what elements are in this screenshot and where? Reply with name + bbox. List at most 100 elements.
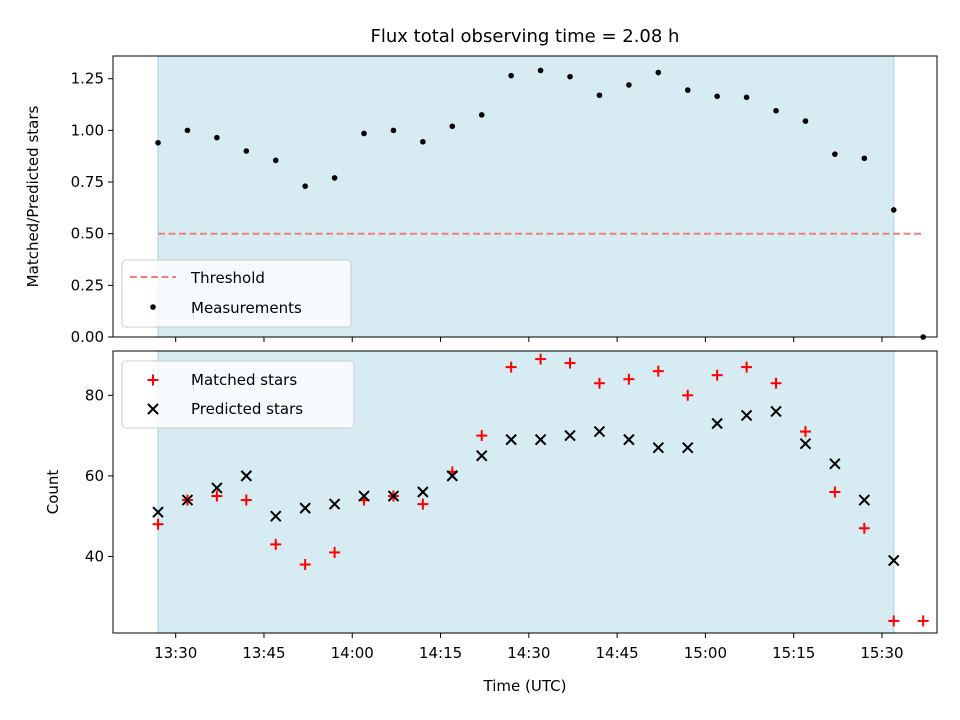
predicted-star-point (446, 470, 459, 482)
matched-star-point (623, 373, 635, 385)
matched-star-point (711, 369, 723, 381)
top-panel: 0.00 0.25 0.50 0.75 1.00 1.25 Flux total obse… (24, 26, 938, 346)
measurement-point (478, 112, 485, 118)
bottom-legend: Matched stars Predicted stars (121, 360, 355, 429)
predicted-star-point (858, 494, 871, 506)
matched-star-point (799, 426, 811, 438)
predicted-star-point (299, 502, 311, 514)
matched-star-point (535, 353, 547, 365)
legend-matched-swatch (147, 374, 159, 386)
legend-matched-label: Matched stars (191, 371, 297, 389)
predicted-star-point (270, 510, 282, 522)
measurement-point (331, 175, 338, 181)
matched-star-point (270, 538, 282, 550)
matched-star-point (888, 615, 900, 627)
predicted-star-point (534, 433, 547, 446)
predicted-star-point (888, 554, 900, 567)
measurement-point (832, 151, 838, 157)
measurement-point (155, 139, 161, 146)
y-tick-label: 0.00 (71, 328, 104, 346)
measurement-point (243, 148, 250, 154)
legend-measurements-label: Measurements (191, 299, 302, 317)
matched-star-point (152, 518, 164, 530)
predicted-star-point (623, 433, 635, 446)
legend-plus-marker (147, 374, 159, 386)
matched-star-point (564, 357, 576, 369)
top-x-ticks (175, 337, 883, 342)
predicted-star-point (652, 441, 665, 454)
x-tick-label: 14:45 (595, 644, 638, 662)
measurement-point (743, 94, 750, 101)
y-tick-label: 0.75 (71, 173, 104, 191)
measurement-point (537, 67, 544, 74)
measurement-point (361, 130, 367, 137)
measurement-point (420, 138, 426, 145)
measurement-point (596, 92, 603, 99)
top-y-axis-label: Matched/Predicted stars (24, 106, 42, 288)
x-tick-label: 14:30 (507, 644, 550, 662)
predicted-star-point (152, 506, 164, 518)
matched-star-point (211, 490, 223, 502)
predicted-stars-series (152, 405, 900, 567)
matched-star-point (682, 389, 694, 401)
matched-star-point (770, 377, 782, 389)
x-tick-label: 14:15 (419, 644, 462, 662)
measurement-point (214, 134, 220, 141)
x-tick-label: 15:00 (684, 644, 727, 662)
y-tick-label: 1.25 (71, 70, 104, 88)
matched-star-point (299, 559, 311, 571)
measurement-point (508, 72, 514, 79)
x-tick-label: 15:15 (772, 644, 815, 662)
measurements-series (155, 67, 926, 340)
legend-x-marker (147, 403, 159, 415)
predicted-star-point (593, 425, 606, 438)
matched-star-point (329, 546, 341, 558)
bottom-x-axis: 13:30 13:45 14:00 14:15 14:30 14:45 15:00 15:15… (154, 633, 904, 662)
predicted-star-point (740, 409, 753, 422)
bottom-y-axis-label: Count (44, 470, 62, 515)
y-tick-label: 1.00 (71, 121, 104, 139)
x-axis-label: Time (UTC) (483, 677, 567, 695)
matched-star-point (858, 522, 870, 534)
matched-star-point (741, 361, 753, 373)
y-tick-label: 0.50 (71, 225, 104, 243)
measurement-point (449, 123, 456, 130)
predicted-star-point (328, 498, 341, 510)
measurement-point (861, 155, 868, 162)
matched-star-point (829, 486, 841, 498)
measurement-point (655, 69, 662, 76)
measurement-point (626, 82, 632, 88)
measurement-point (567, 73, 573, 80)
top-legend-box (121, 259, 352, 328)
measurement-point (890, 207, 897, 213)
measurement-point (802, 118, 809, 124)
x-tick-label: 13:30 (154, 644, 197, 662)
legend-predicted-swatch (147, 403, 159, 415)
y-tick-label: 80 (85, 386, 104, 404)
legend-threshold-label: Threshold (190, 269, 265, 287)
top-y-axis: 0.00 0.25 0.50 0.75 1.00 1.25 (71, 70, 113, 346)
bottom-y-axis: 40 60 80 (85, 386, 113, 565)
measurement-point (272, 157, 279, 164)
matched-star-point (476, 430, 488, 442)
y-tick-label: 40 (85, 547, 104, 565)
predicted-star-point (829, 458, 841, 470)
top-axes-frame (112, 55, 938, 338)
bottom-legend-box (121, 360, 355, 429)
bottom-axes-frame (112, 350, 938, 634)
predicted-star-point (770, 405, 782, 418)
predicted-star-point (240, 470, 253, 482)
measurement-point (714, 93, 720, 100)
matched-star-point (240, 494, 252, 506)
measurement-point (773, 107, 779, 114)
predicted-star-point (181, 494, 194, 506)
matched-star-point (593, 377, 605, 389)
predicted-star-point (799, 437, 812, 450)
bottom-panel: 40 60 80 13:30 13:45 14:00 14:15 14:30 14:45 15:… (44, 350, 938, 695)
y-tick-label: 60 (85, 467, 104, 485)
x-tick-label: 13:45 (242, 644, 285, 662)
matched-star-point (917, 615, 929, 627)
predicted-star-point (564, 429, 576, 442)
predicted-star-point (358, 490, 370, 502)
